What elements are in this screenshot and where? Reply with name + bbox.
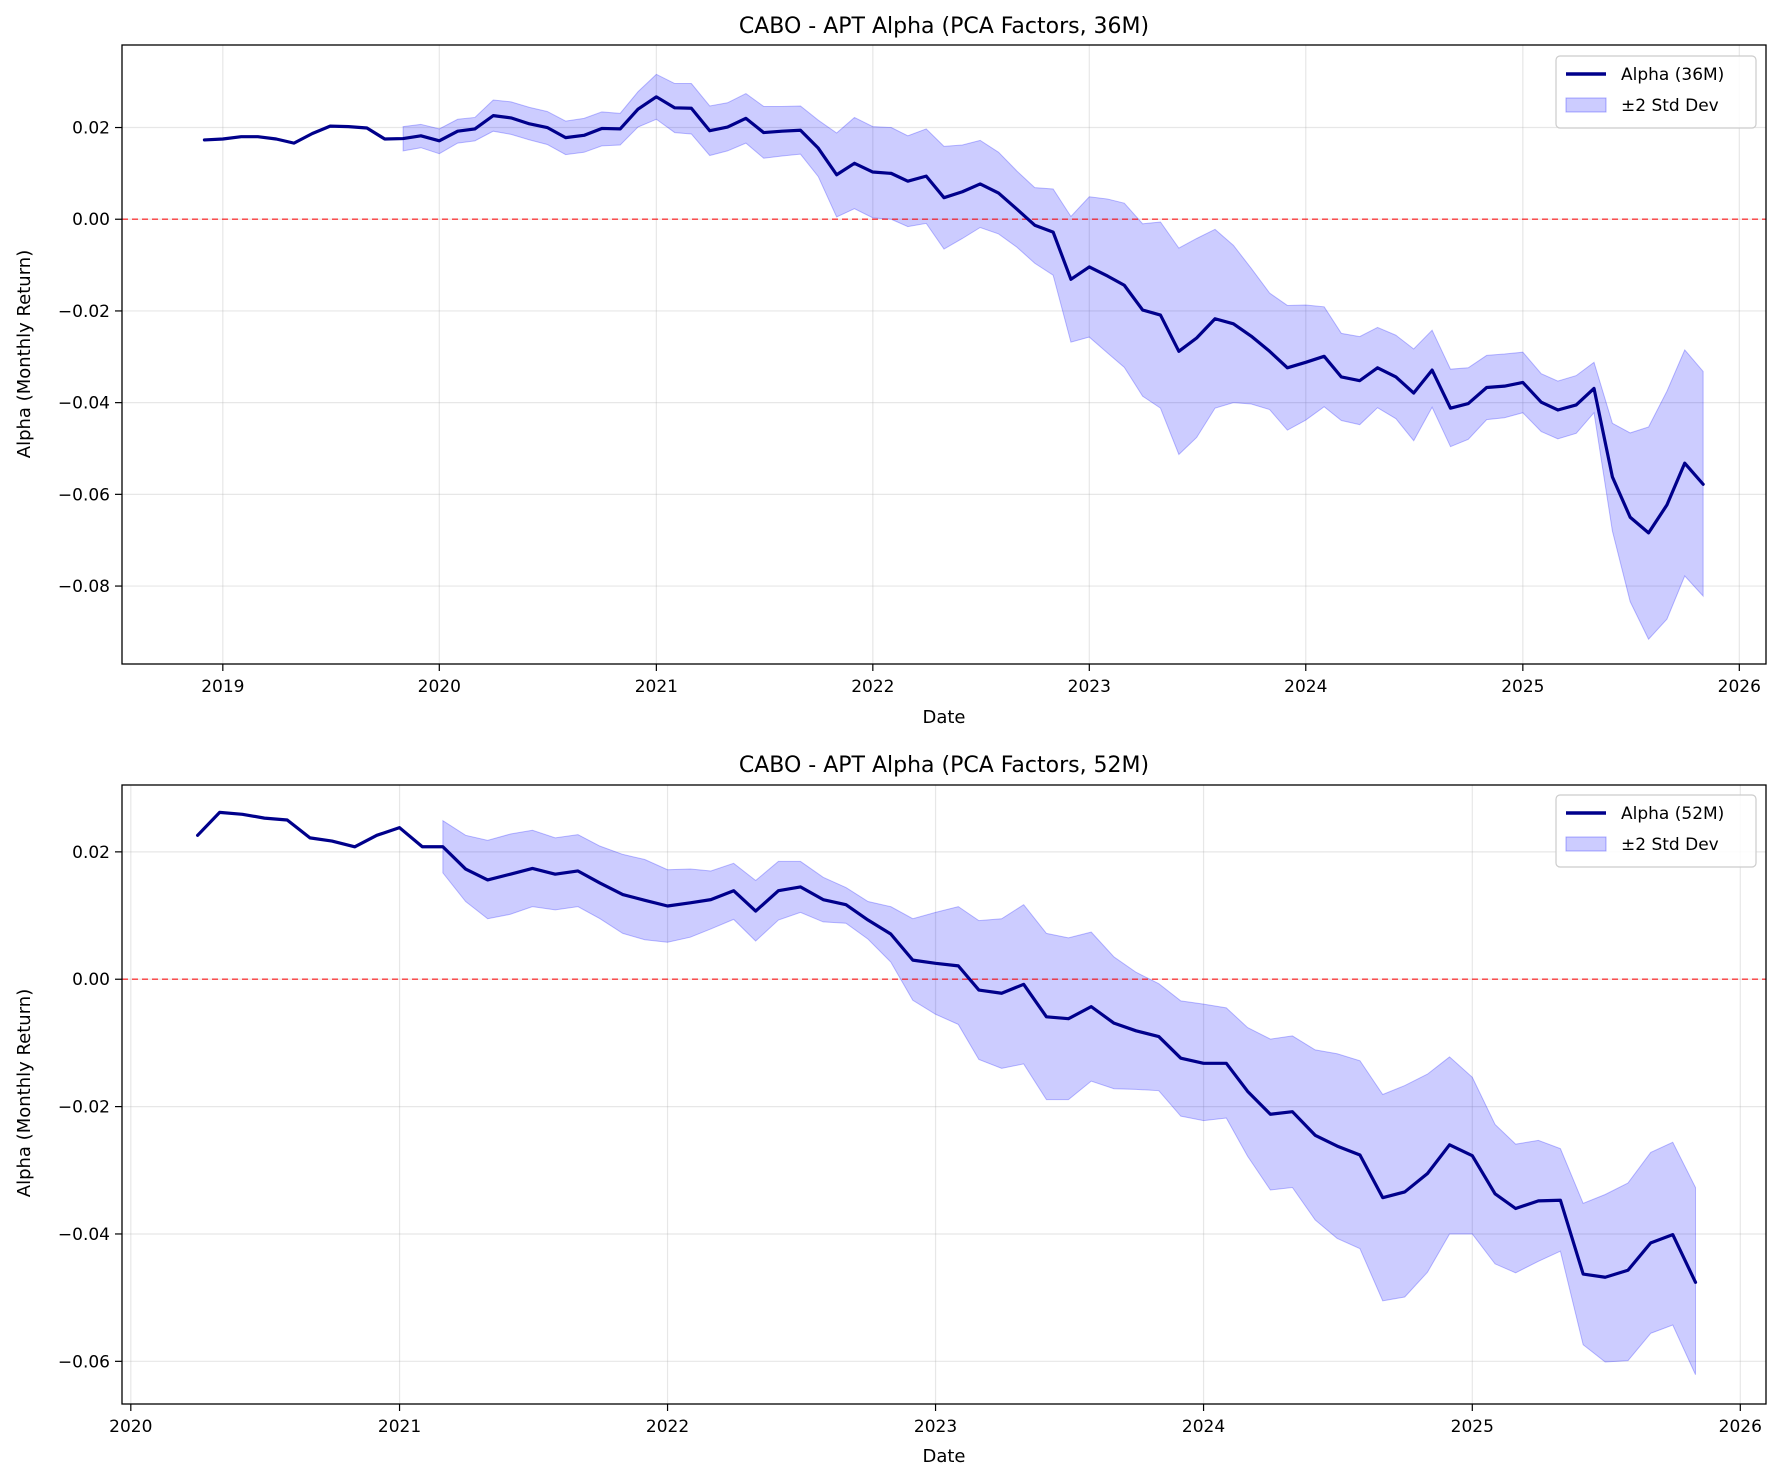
x-tick-label: 2020 [109, 1417, 152, 1437]
x-tick-label: 2020 [418, 677, 461, 697]
x-tick-label: 2025 [1451, 1417, 1494, 1437]
y-tick-label: −0.04 [58, 394, 110, 414]
plot-frame [121, 44, 1767, 665]
alpha-line [196, 810, 1698, 1284]
x-tick-label: 2019 [201, 677, 244, 697]
x-axis-label: Date [922, 1446, 965, 1467]
y-tick-label: 0.00 [72, 210, 110, 230]
y-tick-label: −0.02 [58, 1098, 110, 1118]
gridlines [122, 45, 1766, 664]
x-tick-label: 2023 [914, 1417, 957, 1437]
x-tick-label: 2026 [1718, 677, 1761, 697]
chart-title: CABO - APT Alpha (PCA Factors, 36M) [739, 14, 1149, 39]
legend-label-alpha: Alpha (36M) [1621, 65, 1724, 85]
std-dev-band-area [402, 73, 1704, 641]
y-tick-label: 0.02 [72, 119, 110, 139]
x-tick-label: 2024 [1284, 677, 1327, 697]
x-tick-label: 2026 [1719, 1417, 1762, 1437]
x-axis-ticks: 2020 2021 2022 2023 2024 2025 2026 [109, 1404, 1762, 1437]
y-axis-label: Alpha (Monthly Return) [14, 250, 35, 458]
y-tick-label: −0.04 [58, 1225, 110, 1245]
plot-frame [121, 784, 1767, 1405]
legend: Alpha (36M) ±2 Std Dev [1555, 55, 1757, 129]
legend-label-band: ±2 Std Dev [1621, 96, 1719, 116]
alpha-series-line [196, 810, 1698, 1284]
y-axis-label: Alpha (Monthly Return) [14, 989, 35, 1197]
x-tick-label: 2021 [378, 1417, 421, 1437]
x-axis-label: Date [922, 707, 965, 728]
y-axis-ticks: 0.02 0.00 −0.02 −0.04 −0.06 [58, 843, 122, 1372]
x-tick-label: 2024 [1182, 1417, 1225, 1437]
legend-label-band: ±2 Std Dev [1621, 835, 1719, 855]
subplot-36m: CABO - APT Alpha (PCA Factors, 36M) Alph… [14, 14, 1767, 728]
alpha-series-line [202, 95, 1705, 535]
y-axis-ticks: 0.02 0.00 −0.02 −0.04 −0.06 −0.08 [58, 119, 122, 597]
legend-label-alpha: Alpha (52M) [1621, 804, 1724, 824]
legend: Alpha (52M) ±2 Std Dev [1555, 794, 1757, 868]
legend-swatch-band [1565, 836, 1607, 852]
subplot-52m: CABO - APT Alpha (PCA Factors, 52M) Alph… [14, 753, 1767, 1467]
std-dev-band-area [442, 819, 1697, 1375]
y-tick-label: −0.02 [58, 302, 110, 322]
legend-swatch-band [1565, 97, 1607, 113]
chart-title: CABO - APT Alpha (PCA Factors, 52M) [739, 753, 1149, 778]
x-tick-label: 2022 [646, 1417, 689, 1437]
x-axis-ticks: 2019 2020 2021 2022 2023 2024 2025 2026 [201, 664, 1761, 697]
y-tick-label: −0.06 [58, 1352, 110, 1372]
alpha-line [202, 95, 1705, 535]
y-tick-label: −0.08 [58, 577, 110, 597]
y-tick-label: −0.06 [58, 485, 110, 505]
x-tick-label: 2022 [851, 677, 894, 697]
x-tick-label: 2023 [1068, 677, 1111, 697]
std-dev-band [402, 73, 1704, 641]
x-tick-label: 2021 [635, 677, 678, 697]
y-tick-label: 0.00 [72, 970, 110, 990]
std-dev-band [442, 819, 1697, 1375]
y-tick-label: 0.02 [72, 843, 110, 863]
x-tick-label: 2025 [1501, 677, 1544, 697]
